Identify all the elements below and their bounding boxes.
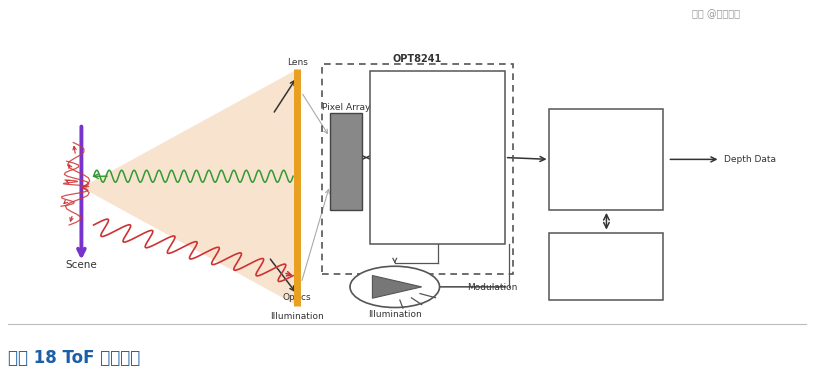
- FancyBboxPatch shape: [549, 232, 663, 300]
- Text: Optics: Optics: [282, 293, 312, 302]
- FancyBboxPatch shape: [370, 71, 505, 244]
- FancyBboxPatch shape: [330, 112, 362, 210]
- Text: OPT8241: OPT8241: [392, 54, 442, 64]
- Text: Computation: Computation: [575, 166, 638, 176]
- Text: Depth Data: Depth Data: [724, 155, 777, 164]
- FancyBboxPatch shape: [549, 109, 663, 210]
- Text: +: +: [434, 151, 441, 160]
- Text: Timing Generation: Timing Generation: [396, 170, 479, 179]
- Polygon shape: [81, 69, 297, 306]
- Text: 头条 @未来智库: 头条 @未来智库: [693, 9, 740, 19]
- Text: (OPT9221): (OPT9221): [580, 143, 632, 153]
- Text: DDR: DDR: [594, 261, 619, 271]
- Text: Illumination: Illumination: [368, 310, 422, 319]
- Polygon shape: [372, 276, 422, 298]
- Text: Pixel Array: Pixel Array: [322, 103, 370, 112]
- Text: ADC: ADC: [428, 134, 447, 143]
- Text: Scene: Scene: [65, 260, 97, 270]
- Text: 图表 18 ToF 技术原理: 图表 18 ToF 技术原理: [8, 349, 140, 367]
- Circle shape: [350, 266, 440, 308]
- Text: Lens: Lens: [287, 58, 308, 67]
- Text: Modulation: Modulation: [467, 284, 518, 292]
- Text: Illumination: Illumination: [270, 312, 324, 321]
